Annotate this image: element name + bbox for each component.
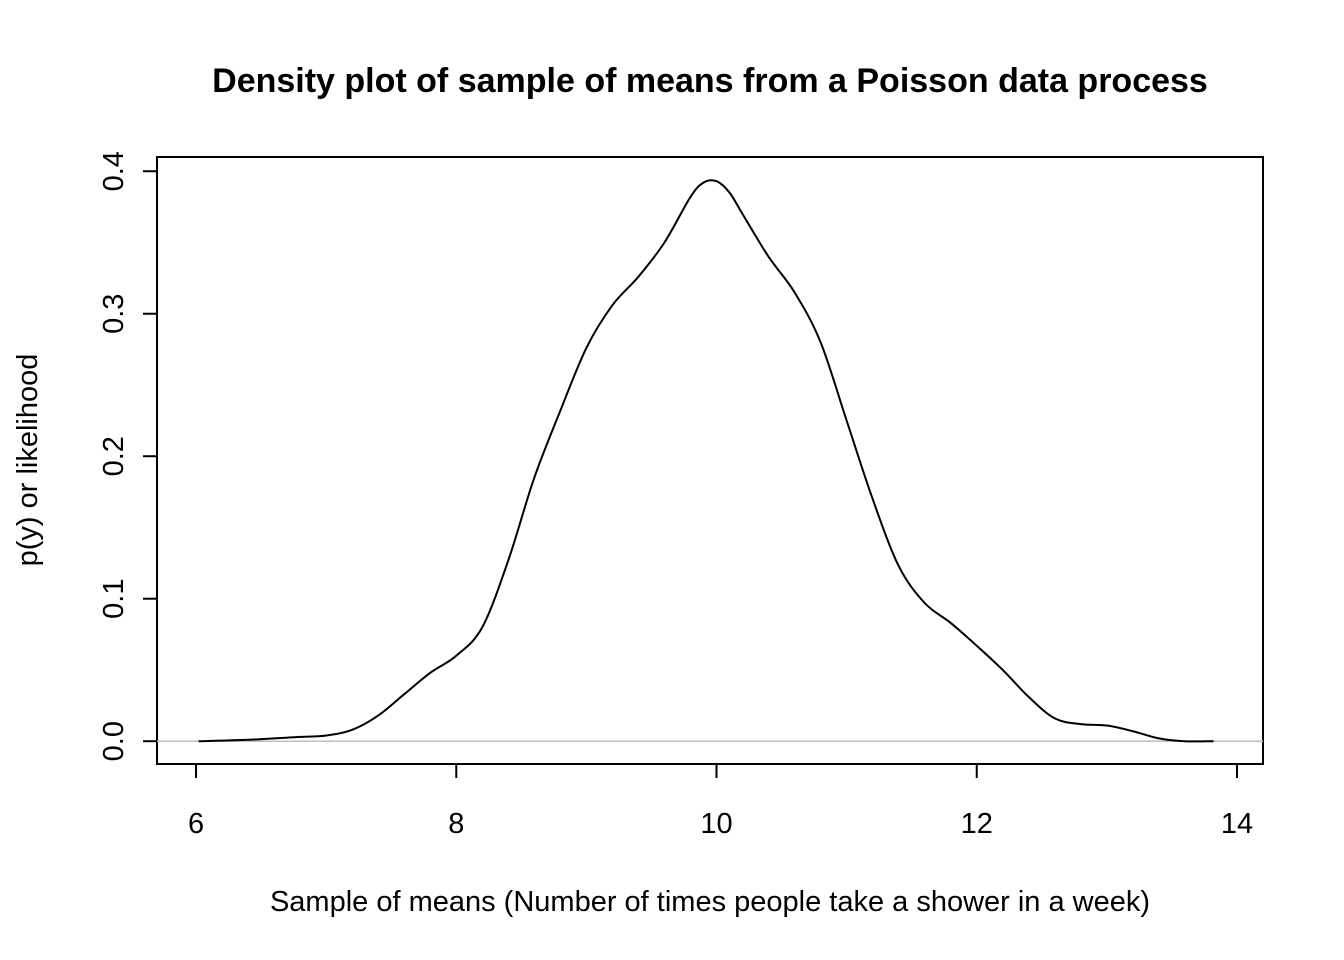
y-tick-label: 0.2	[98, 436, 130, 476]
chart-title: Density plot of sample of means from a P…	[212, 62, 1208, 100]
x-axis: 6 8 10 12 14	[188, 763, 1253, 840]
y-tick-label: 0.1	[98, 579, 130, 619]
y-axis: 0.0 0.1 0.2 0.3 0.4	[98, 151, 158, 761]
plot-frame	[156, 156, 1264, 765]
x-tick-label: 8	[448, 808, 464, 840]
x-tick-label: 14	[1221, 808, 1253, 840]
x-axis-label: Sample of means (Number of times people …	[270, 886, 1150, 918]
x-tick-label: 10	[700, 808, 732, 840]
density-line	[198, 179, 1214, 743]
x-tick-label: 6	[188, 808, 204, 840]
y-axis-label: p(y) or likelihood	[12, 354, 44, 567]
x-tick-label: 12	[961, 808, 993, 840]
y-tick-label: 0.4	[98, 151, 130, 191]
y-tick-label: 0.0	[98, 721, 130, 761]
y-tick-label: 0.3	[98, 294, 130, 334]
